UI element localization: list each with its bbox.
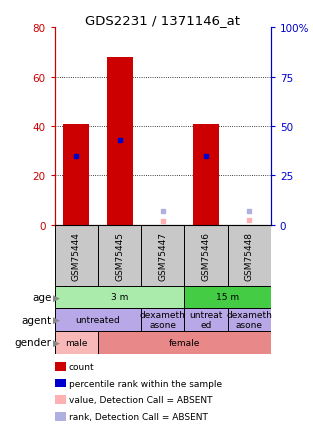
Bar [55,225,98,286]
Text: agent: agent [22,315,52,325]
Text: GSM75448: GSM75448 [245,231,254,280]
Text: ▶: ▶ [53,338,60,347]
Text: value, Detection Call = ABSENT: value, Detection Call = ABSENT [69,395,212,404]
Bar [184,286,271,309]
Bar [184,225,228,286]
Text: untreated: untreated [76,316,120,324]
Text: GSM75445: GSM75445 [115,231,124,280]
Bar [141,225,184,286]
Bar [64,124,89,225]
Text: percentile rank within the sample: percentile rank within the sample [69,379,222,388]
Text: rank, Detection Call = ABSENT: rank, Detection Call = ABSENT [69,412,208,421]
Text: GSM75446: GSM75446 [202,231,210,280]
Bar [107,58,132,225]
Bar [141,309,184,331]
Text: gender: gender [15,338,52,347]
Text: 15 m: 15 m [216,293,239,302]
Text: age: age [32,293,52,302]
Bar [228,309,271,331]
Text: GSM75447: GSM75447 [158,231,167,280]
Bar [98,331,271,354]
Text: ▶: ▶ [53,293,60,302]
Bar [228,225,271,286]
Text: male: male [65,338,88,347]
Text: GSM75444: GSM75444 [72,231,81,280]
Text: ▶: ▶ [53,316,60,324]
Bar [98,225,141,286]
Bar [184,309,228,331]
Bar [55,309,141,331]
Title: GDS2231 / 1371146_at: GDS2231 / 1371146_at [85,14,240,27]
Bar [55,286,184,309]
Bar [55,331,98,354]
Text: 3 m: 3 m [111,293,128,302]
Text: dexameth
asone: dexameth asone [226,310,272,329]
Text: untreat
ed: untreat ed [189,310,223,329]
Bar [193,124,219,225]
Text: count: count [69,362,95,371]
Text: dexameth
asone: dexameth asone [140,310,186,329]
Text: female: female [169,338,200,347]
